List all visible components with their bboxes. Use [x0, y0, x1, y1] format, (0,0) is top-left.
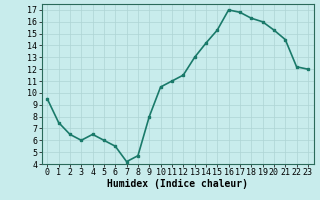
X-axis label: Humidex (Indice chaleur): Humidex (Indice chaleur) [107, 179, 248, 189]
